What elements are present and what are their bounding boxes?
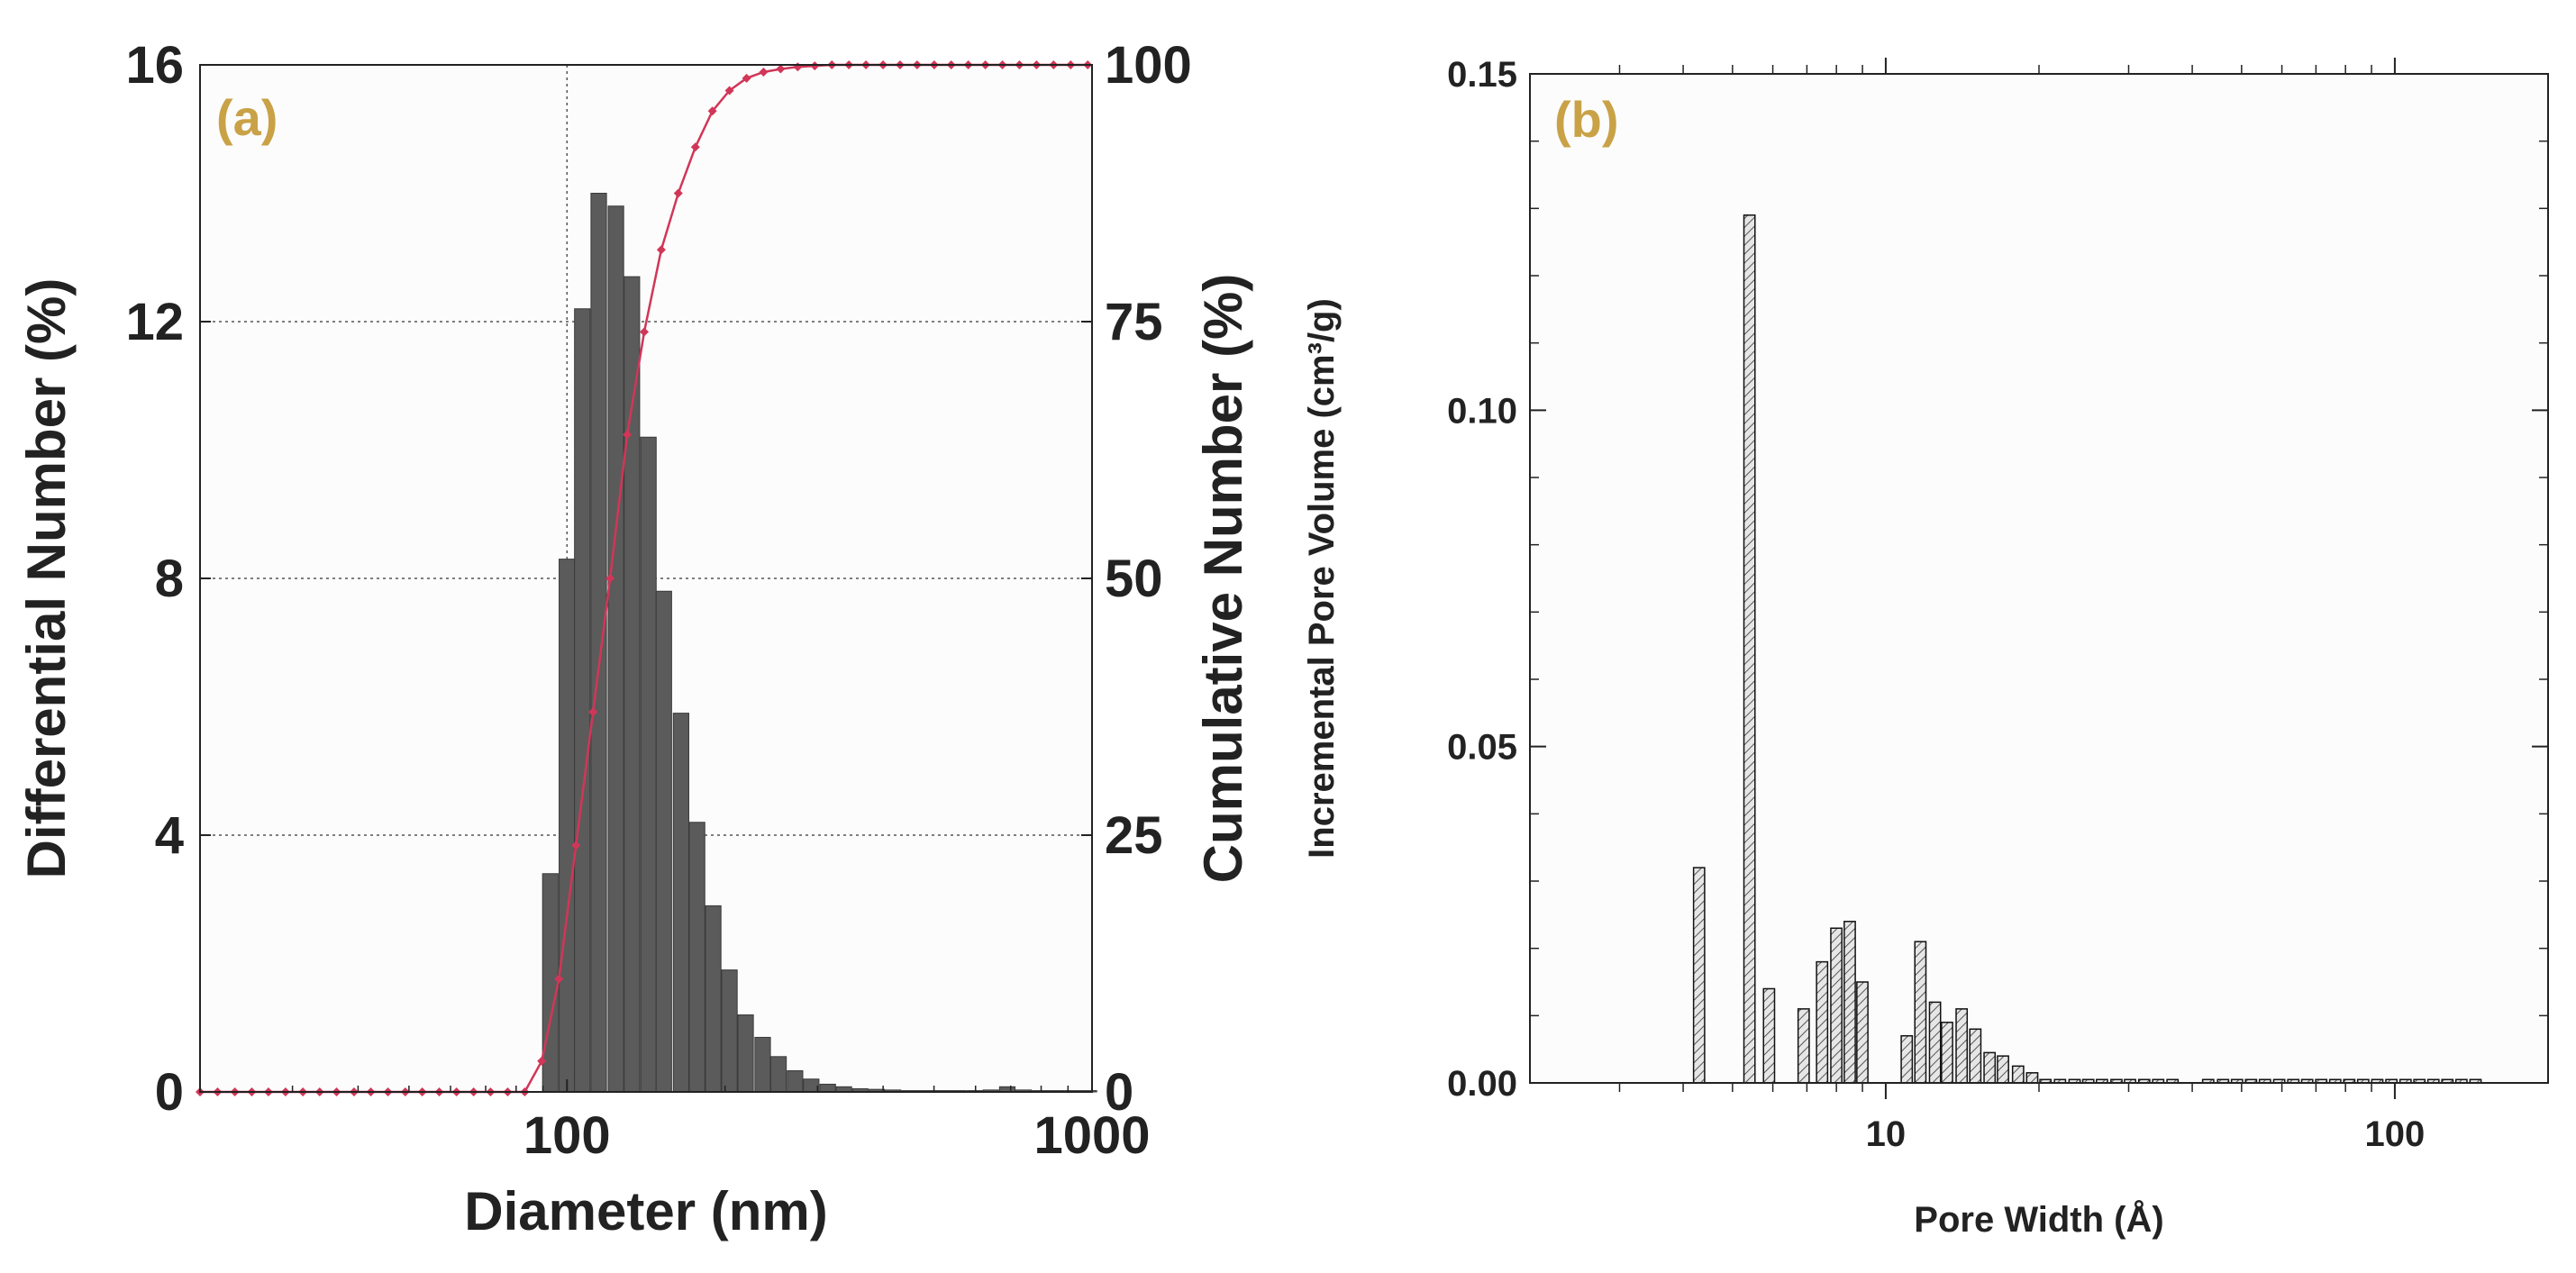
bar xyxy=(1816,960,1829,1084)
y2-tick-label: 0 xyxy=(1105,1063,1133,1122)
bar xyxy=(1692,867,1706,1084)
line-marker xyxy=(776,64,786,74)
bar xyxy=(787,1069,804,1093)
line-marker xyxy=(537,1056,547,1066)
bar xyxy=(1983,1051,1997,1084)
y-tick-label: 0.00 xyxy=(1447,1064,1517,1104)
y-tick-label: 0.15 xyxy=(1447,55,1517,95)
panel-b-xlabel: Pore Width (Å) xyxy=(1914,1199,2163,1240)
y2-tick-label: 50 xyxy=(1105,550,1163,608)
line-marker xyxy=(707,106,717,116)
bar xyxy=(2011,1065,2025,1084)
bar xyxy=(574,308,591,1093)
bar xyxy=(803,1078,820,1093)
bar xyxy=(1928,1001,1942,1084)
x-tick-label: 100 xyxy=(2365,1114,2426,1154)
bar xyxy=(1843,921,1856,1084)
bar xyxy=(1900,1034,1914,1084)
x-tick-label: 1000 xyxy=(1033,1106,1150,1165)
bar xyxy=(624,276,641,1093)
y-tick-label: 0.05 xyxy=(1447,728,1517,768)
x-tick-label: 10 xyxy=(1866,1114,1907,1154)
line-marker xyxy=(571,841,581,850)
bar xyxy=(1914,941,1927,1084)
bar xyxy=(1743,214,1756,1084)
line-marker xyxy=(810,61,820,71)
y-tick-label: 0.10 xyxy=(1447,391,1517,431)
line-marker xyxy=(759,67,769,77)
bar xyxy=(607,205,624,1093)
line-marker xyxy=(724,86,734,95)
bar xyxy=(1856,981,1869,1084)
y-tick-label: 16 xyxy=(125,36,184,95)
bar xyxy=(1941,1022,1953,1084)
panel-a-y2label: Cumulative Number (%) xyxy=(1193,274,1253,884)
line-marker xyxy=(656,245,666,255)
bar xyxy=(590,193,607,1093)
panel-a: 0 4 8 12 16 0 25 50 75 100 100 1000 (a) Diameter (n… xyxy=(16,36,1253,1241)
y2-tick-label: 100 xyxy=(1105,36,1192,95)
bar xyxy=(1997,1055,2009,1084)
y2-tick-label: 25 xyxy=(1105,806,1163,865)
bar xyxy=(542,873,559,1093)
x-tick-label: 100 xyxy=(523,1106,611,1165)
y-tick-label: 12 xyxy=(125,293,184,351)
bar xyxy=(721,969,738,1093)
panel-a-axes: 0 4 8 12 16 0 25 50 75 100 100 1000 xyxy=(125,36,1191,1165)
line-marker xyxy=(588,707,598,717)
bar xyxy=(705,905,722,1093)
panel-b: 0.00 0.05 0.10 0.15 10 100 (b) Pore Width (Å)… xyxy=(1302,55,2549,1240)
panel-b-plot-area xyxy=(1530,74,2548,1083)
line-marker xyxy=(605,574,615,583)
line-marker xyxy=(690,142,700,152)
bar xyxy=(737,1014,754,1093)
bar xyxy=(1797,1008,1810,1084)
bar xyxy=(1762,987,1776,1084)
bar xyxy=(688,822,705,1093)
line-marker xyxy=(742,73,751,83)
panel-a-ylabel: Differential Number (%) xyxy=(16,278,77,879)
bar xyxy=(1830,927,1843,1084)
bar xyxy=(769,1056,787,1093)
y2-tick-label: 75 xyxy=(1105,293,1163,351)
y-tick-label: 8 xyxy=(155,550,184,608)
panel-b-label: (b) xyxy=(1554,91,1619,148)
bar xyxy=(640,436,657,1093)
line-marker xyxy=(623,430,633,440)
line-marker xyxy=(554,974,564,984)
panel-b-ylabel: Incremental Pore Volume (cm³/g) xyxy=(1302,298,1342,859)
panel-b-axes: 0.00 0.05 0.10 0.15 10 100 xyxy=(1447,55,2548,1154)
bar xyxy=(819,1083,836,1093)
panel-b-bars xyxy=(1692,214,2482,1084)
y-tick-label: 4 xyxy=(155,806,184,865)
line-marker xyxy=(673,188,683,198)
bar xyxy=(754,1036,771,1093)
bar xyxy=(559,559,576,1093)
bar xyxy=(1955,1008,1969,1084)
panel-a-label: (a) xyxy=(216,89,278,146)
bar xyxy=(1969,1028,1982,1084)
panel-a-xlabel: Diameter (nm) xyxy=(464,1181,827,1241)
y-tick-label: 0 xyxy=(155,1063,184,1122)
bar xyxy=(655,590,672,1093)
line-marker xyxy=(639,327,649,337)
bar xyxy=(672,713,689,1093)
bar xyxy=(2025,1072,2039,1084)
